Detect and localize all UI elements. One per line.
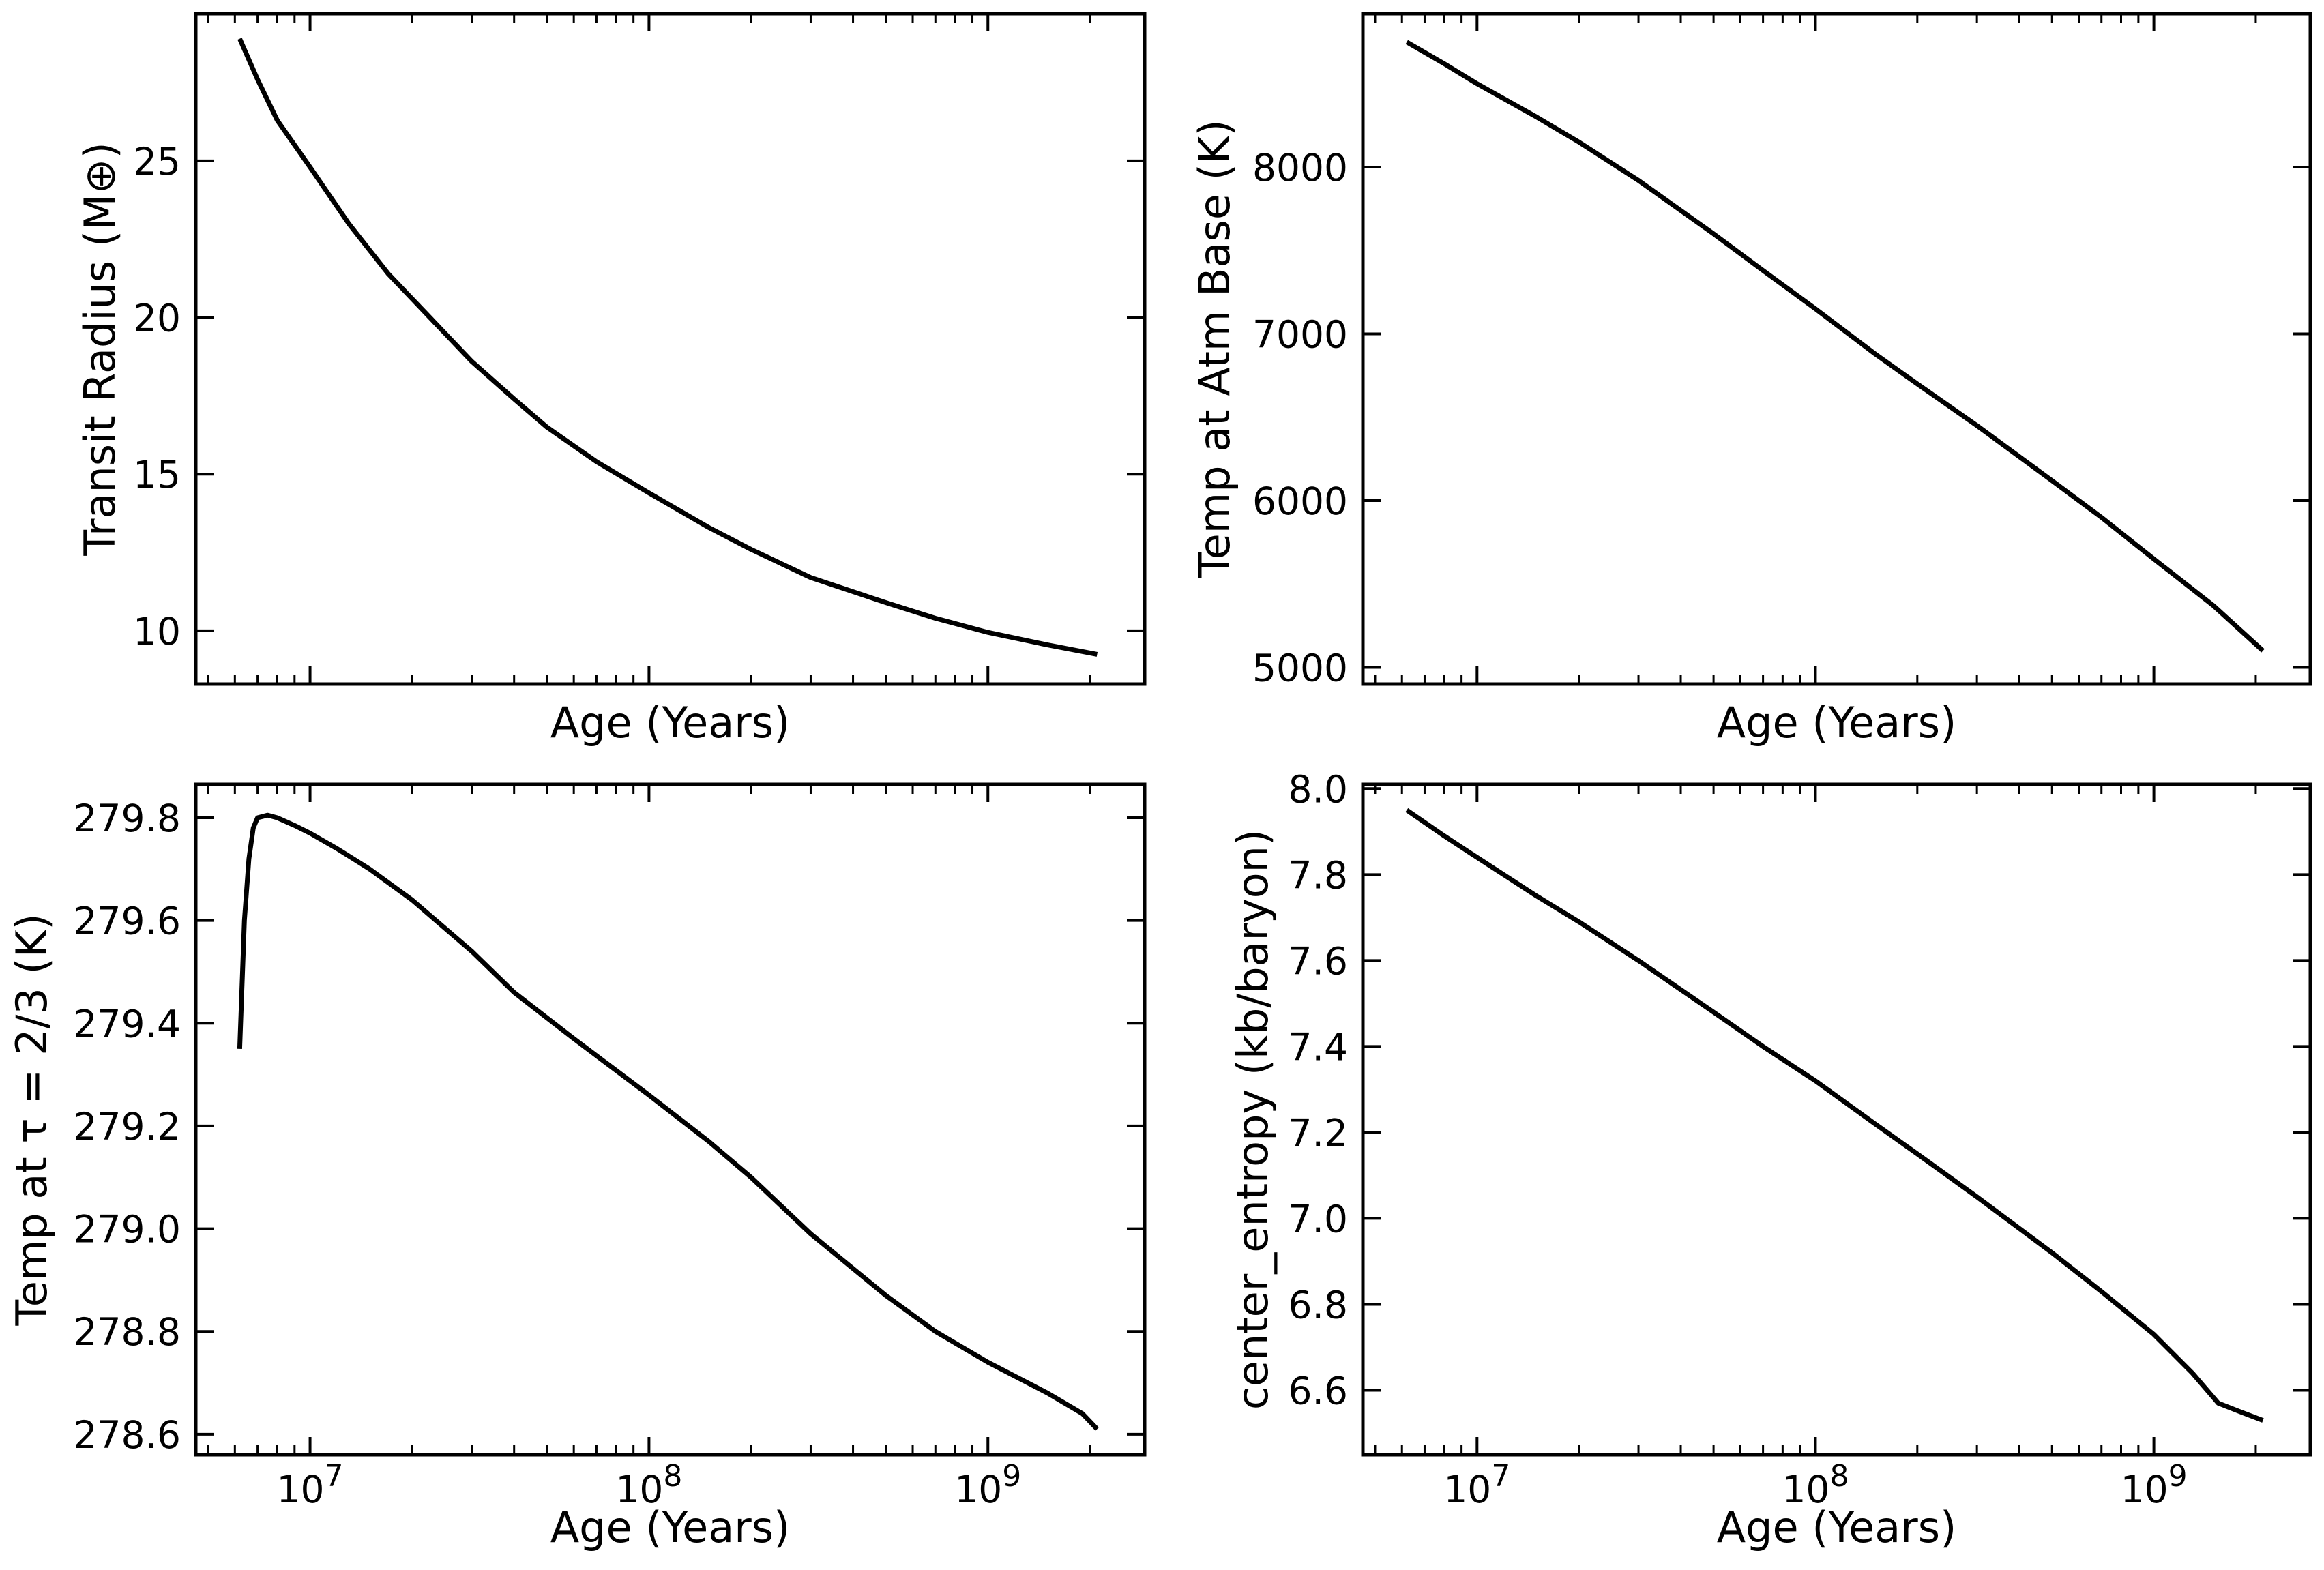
y-tick-label: 278.8 xyxy=(74,1310,181,1354)
x-tick-label: 107 xyxy=(277,1459,344,1511)
x-tick-label: 109 xyxy=(2121,1459,2188,1511)
y-axis-label: center_entropy (kb/baryon) xyxy=(1228,829,1278,1410)
series-line xyxy=(237,812,1099,1431)
y-tick-label: 15 xyxy=(133,453,181,497)
y-tick-label: 7.8 xyxy=(1289,853,1348,897)
series-line xyxy=(1405,40,2265,653)
y-tick-label: 6.6 xyxy=(1289,1369,1348,1412)
x-axis-label: Age (Years) xyxy=(1717,1502,1957,1552)
y-tick-label: 7000 xyxy=(1252,312,1348,356)
axes-frame xyxy=(1361,782,2312,1457)
y-tick-label: 6000 xyxy=(1252,479,1348,523)
axes-frame xyxy=(194,12,1147,686)
chart-panel-2: 5000 6000 7000 8000 Age (Years) Temp at Atm B… xyxy=(1190,12,2312,747)
y-axis-label: Transit Radius (M⊕) xyxy=(75,142,125,557)
y-tick-label: 8000 xyxy=(1252,146,1348,190)
y-tick-label: 6.8 xyxy=(1289,1283,1348,1327)
x-axis-label: Age (Years) xyxy=(550,1502,791,1552)
y-tick-label: 7.4 xyxy=(1289,1025,1348,1069)
x-tick-label: 107 xyxy=(1443,1459,1510,1511)
y-tick-label: 25 xyxy=(133,140,181,183)
y-tick-label: 20 xyxy=(133,297,181,340)
x-axis-label: Age (Years) xyxy=(550,698,791,747)
y-axis-label: Temp at Atm Base (K) xyxy=(1190,119,1239,578)
y-tick-label: 279.8 xyxy=(74,797,181,840)
axes-frame xyxy=(1361,12,2312,686)
y-tick-label: 279.4 xyxy=(74,1002,181,1046)
axes-frame xyxy=(194,782,1147,1457)
y-tick-label: 10 xyxy=(133,610,181,653)
y-tick-label: 7.0 xyxy=(1289,1197,1348,1241)
y-tick-label: 7.2 xyxy=(1289,1111,1348,1155)
x-tick-label: 108 xyxy=(1782,1459,1849,1511)
y-tick-label: 8.0 xyxy=(1289,767,1348,811)
chart-panel-4: 107 108 109 6.6 6.8 7.0 7.2 7.4 7.6 7.8 8.0 Age (Ye… xyxy=(1228,767,2312,1552)
y-tick-label: 279.6 xyxy=(74,900,181,943)
series-line xyxy=(237,38,1098,657)
y-tick-label: 7.6 xyxy=(1289,939,1348,983)
x-tick-label: 108 xyxy=(615,1459,682,1511)
x-axis-label: Age (Years) xyxy=(1717,698,1957,747)
y-axis-label: Temp at τ = 2/3 (K) xyxy=(7,913,57,1326)
y-tick-label: 279.0 xyxy=(74,1208,181,1251)
y-tick-label: 278.6 xyxy=(74,1413,181,1457)
y-tick-label: 5000 xyxy=(1252,647,1348,690)
series-line xyxy=(1405,808,2264,1423)
x-tick-label: 109 xyxy=(954,1459,1021,1511)
y-tick-label: 279.2 xyxy=(74,1105,181,1149)
chart-panel-3: 107 108 109 278.6 278.8 279.0 279.2 279.4 279.6 2… xyxy=(7,782,1147,1552)
chart-panel-1: 10 15 20 25 Age (Years) Transit Radius (M⊕) xyxy=(75,12,1147,747)
